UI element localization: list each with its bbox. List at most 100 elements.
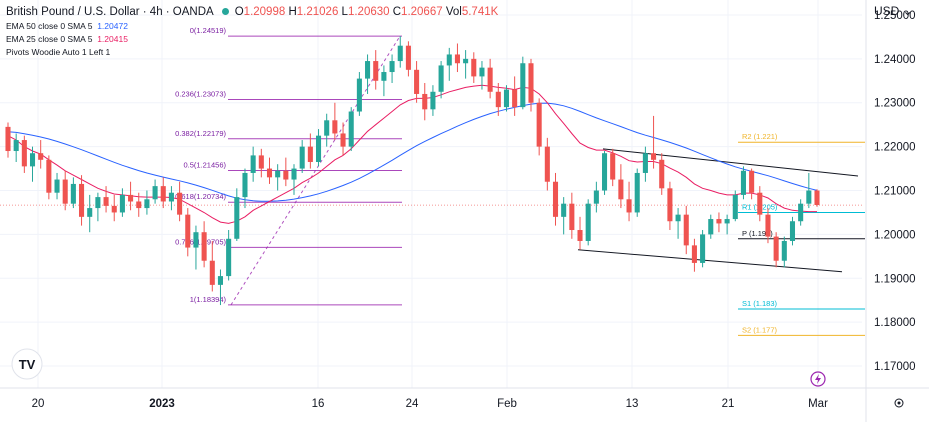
candle-body-63: [520, 63, 526, 108]
candle-body-78: [642, 153, 648, 173]
ohlc-label-high: H: [288, 6, 297, 18]
candle-body-20: [168, 192, 174, 202]
time-axis[interactable]: 20 2023 16 24 Feb 13 21 Mar: [32, 398, 828, 410]
channel-lower-line: [577, 249, 843, 273]
candle-body-65: [536, 102, 542, 147]
candle-body-27: [226, 238, 232, 277]
candle-body-61: [503, 89, 510, 108]
candle-body-50: [414, 69, 420, 94]
chevron-down-icon: ⌄: [899, 4, 913, 18]
candle-body-31: [258, 155, 264, 169]
candle-body-10: [87, 208, 93, 217]
ohlc-value-high: 1.21026: [296, 6, 339, 18]
candle-body-8: [70, 183, 76, 204]
candle-body-74: [610, 153, 616, 180]
candle-body-59: [487, 67, 493, 92]
y-tick-label-3: 1.22000: [874, 142, 916, 154]
candle-body-30: [250, 155, 256, 173]
indicator-pivots[interactable]: Pivots Woodie Auto 1 Left 1: [6, 46, 498, 59]
fib-level-label-3: 0.5(1.21456): [183, 161, 226, 170]
fib-level-label-4: 0.618(1.20734): [175, 192, 226, 201]
candle-body-3: [29, 153, 36, 167]
candle-body-14: [119, 194, 125, 213]
ohlc-value-low: 1.20630: [347, 6, 390, 18]
ohlc-label-low: L: [341, 6, 348, 18]
candle-body-58: [479, 67, 485, 77]
candle-body-54: [446, 54, 452, 66]
symbol-row: British Pound / U.S. Dollar · 4h · OANDA…: [6, 4, 498, 20]
candle-body-35: [291, 168, 297, 180]
candle-body-57: [471, 58, 477, 77]
candle-body-37: [307, 146, 313, 162]
fib-level-label-2: 0.382(1.22179): [175, 129, 226, 138]
candle-body-51: [422, 93, 428, 110]
candle-body-38: [315, 135, 322, 162]
market-status-dot: [221, 8, 229, 16]
candle-body-66: [544, 146, 550, 182]
pivot-label-3: S1 (1.183): [742, 299, 778, 308]
candle-body-60: [495, 91, 501, 108]
candle-body-1: [13, 140, 19, 152]
candle-body-55: [454, 54, 460, 64]
candle-body-72: [593, 190, 599, 204]
y-tick-label-6: 1.19000: [874, 273, 916, 285]
candle-body-53: [438, 65, 444, 92]
symbol-title[interactable]: British Pound / U.S. Dollar · 4h · OANDA: [6, 6, 214, 18]
candle-body-84: [691, 245, 697, 263]
candle-body-92: [757, 192, 763, 215]
price-axis[interactable]: 1.25000 1.24000 1.23000 1.22000 1.21000 1.200…: [874, 10, 916, 373]
gear-center-icon: [897, 401, 901, 405]
candle-body-81: [667, 188, 673, 222]
candle-body-97: [798, 203, 804, 222]
candle-body-62: [512, 89, 518, 108]
candle-body-39: [324, 120, 330, 136]
candle-body-41: [340, 133, 346, 147]
ema50-line: [7, 102, 818, 202]
x-tick-label-2: 16: [312, 398, 325, 410]
candle-body-25: [209, 260, 215, 285]
candle-body-12: [103, 197, 109, 206]
indicator-ema50[interactable]: EMA 50 close 0 SMA 5 1.20472: [6, 20, 498, 33]
gear-icon: [894, 398, 904, 408]
candle-body-68: [561, 203, 567, 217]
candle-body-77: [634, 172, 640, 213]
indicator-ema25-label: EMA 25 close 0 SMA 5: [6, 34, 93, 44]
x-tick-label-1: 2023: [149, 398, 175, 410]
chart-legend: British Pound / U.S. Dollar · 4h · OANDA…: [6, 4, 498, 59]
candle-body-19: [160, 186, 166, 202]
indicator-ema25[interactable]: EMA 25 close 0 SMA 5 1.20415: [6, 33, 498, 46]
candle-body-48: [397, 45, 403, 62]
y-tick-label-7: 1.18000: [874, 317, 916, 329]
ohlc-value-volume: 5.741K: [461, 6, 499, 18]
candle-body-23: [193, 232, 199, 248]
x-tick-label-4: Feb: [497, 398, 517, 410]
indicator-ema50-value: 1.20472: [97, 21, 128, 31]
candle-body-16: [136, 201, 142, 209]
candle-body-75: [618, 179, 624, 200]
candle-body-42: [348, 111, 354, 147]
currency-selector[interactable]: USD ⌄: [874, 4, 913, 18]
candle-body-46: [381, 72, 387, 81]
ema25-line: [7, 84, 817, 224]
candle-body-34: [283, 170, 289, 180]
indicator-ema25-value: 1.20415: [97, 34, 128, 44]
y-tick-label-1: 1.24000: [874, 54, 916, 66]
candle-body-32: [266, 168, 273, 178]
candle-body-24: [201, 232, 207, 261]
candle-body-9: [79, 183, 85, 217]
candle-body-73: [602, 153, 608, 191]
candle-body-64: [528, 63, 534, 103]
candle-body-70: [577, 230, 583, 241]
candle-body-86: [708, 219, 714, 235]
lightning-icon: [810, 371, 826, 387]
candle-body-89: [732, 194, 738, 220]
candle-body-6: [54, 179, 60, 193]
fib-trend-line: [230, 35, 401, 306]
candle-body-47: [389, 61, 395, 73]
y-tick-label-2: 1.23000: [874, 98, 916, 110]
ohlc-label-close: C: [392, 6, 402, 18]
fib-level-label-5: 0.786(1.19705): [175, 237, 226, 246]
candle-body-83: [683, 214, 689, 246]
candlestick-series: [5, 36, 820, 306]
